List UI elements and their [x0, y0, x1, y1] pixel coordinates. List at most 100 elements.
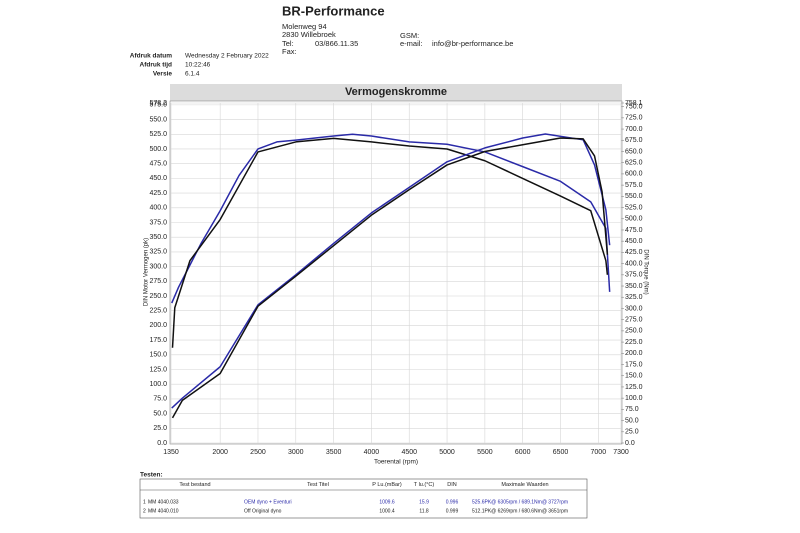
y-tick-label: 0.0	[157, 440, 167, 447]
company: BR-Performance	[282, 3, 385, 18]
table-cell: 525.6PK@ 6305rpm / 689.1Nm@ 3727rpm	[472, 499, 568, 505]
table-header: DIN	[447, 482, 457, 488]
x-axis-label: Toerental (rpm)	[374, 459, 418, 466]
x-tick-label: 2000	[212, 449, 228, 456]
y-tick-label: 175.0	[149, 337, 167, 344]
x-tick-label: 5000	[439, 449, 455, 456]
x-tick-label: 6500	[553, 449, 569, 456]
y2-tick-label: 425.0	[625, 249, 643, 256]
table-cell: 1009.6	[379, 499, 395, 505]
meta-value: Wednesday 2 February 2022	[185, 53, 269, 60]
y2-tick-label: 200.0	[625, 350, 643, 357]
email: info@br-performance.be	[432, 39, 513, 48]
table-cell: 0.999	[446, 508, 459, 514]
table-cell: 1000.4	[379, 508, 395, 514]
table-cell: MM 4040.033	[148, 499, 179, 505]
y2-tick-label: 225.0	[625, 339, 643, 346]
y2-tick-label: 550.0	[625, 193, 643, 200]
line-series	[171, 137, 609, 348]
y2-tick-label: 325.0	[625, 294, 643, 301]
meta-value: 6.1.4	[185, 71, 200, 78]
table-cell: 1	[143, 499, 146, 505]
y2-tick-label: 125.0	[625, 384, 643, 391]
y-tick-label: 50.0	[153, 410, 167, 417]
table-header: T lu.(°C)	[414, 482, 435, 488]
table-cell: MM 4040.010	[148, 508, 179, 514]
table-cell: 512.1PK@ 6269rpm / 680.6Nm@ 3651rpm	[472, 508, 568, 514]
y-tick-label: 425.0	[149, 190, 167, 197]
y2-tick-label: 675.0	[625, 137, 643, 144]
y2-tick-label: 350.0	[625, 283, 643, 290]
y-tick-label: 250.0	[149, 293, 167, 300]
y-tick-label: 75.0	[153, 396, 167, 403]
y-tick-label: 400.0	[149, 205, 167, 212]
y2-tick-label: 25.0	[625, 429, 639, 436]
table-cell: Off Original dyno	[244, 508, 282, 514]
table-header: P Lu.(mBar)	[372, 482, 402, 488]
x-tick-label: 7300	[613, 449, 629, 456]
y2-tick-label: 250.0	[625, 328, 643, 335]
y-tick-label: 575.0	[149, 102, 167, 109]
tel: 03/866.11.35	[315, 39, 358, 48]
y2-tick-label: 275.0	[625, 317, 643, 324]
y2-tick-label: 575.0	[625, 182, 643, 189]
y2-axis-label: DIN Torque (Nm)	[642, 249, 648, 294]
table-cell: 0.996	[446, 499, 459, 505]
plot-area	[169, 100, 623, 445]
y-tick-label: 475.0	[149, 161, 167, 168]
y2-tick-label: 758.1	[625, 100, 643, 107]
y2-tick-label: 750.0	[625, 103, 643, 110]
tel-label: Tel:	[282, 39, 294, 48]
y-tick-label: 300.0	[149, 263, 167, 270]
y2-tick-label: 75.0	[625, 406, 639, 413]
y2-tick-label: 650.0	[625, 148, 643, 155]
street: Molenweg 94	[282, 22, 327, 31]
title-bar	[170, 84, 622, 101]
table-cell: 2	[143, 508, 146, 514]
gsm-label: GSM:	[400, 31, 419, 40]
y2-tick-label: 475.0	[625, 227, 643, 234]
y2-tick-label: 625.0	[625, 160, 643, 167]
y-tick-label: 450.0	[149, 175, 167, 182]
y-tick-label: 350.0	[149, 234, 167, 241]
x-tick-label: 7000	[591, 449, 607, 456]
table-cell: OEM dyno + Eventuri	[244, 499, 292, 505]
y2-tick-label: 175.0	[625, 361, 643, 368]
y-tick-label: 550.0	[149, 116, 167, 123]
y-tick-label: 525.0	[149, 131, 167, 138]
city: 2830 Willebroek	[282, 30, 336, 39]
meta-label: Afdruk tijd	[140, 62, 173, 69]
x-tick-label: 3000	[288, 449, 304, 456]
y-tick-label: 275.0	[149, 278, 167, 285]
y-axis-label: DIN Motor Vermogen (pk)	[144, 238, 150, 306]
y-tick-label: 200.0	[149, 322, 167, 329]
y-tick-label: 125.0	[149, 366, 167, 373]
table-cell: 11.8	[419, 508, 429, 514]
y2-tick-label: 100.0	[625, 395, 643, 402]
fax-label: Fax:	[282, 47, 297, 56]
table-header: Test bestand	[179, 482, 210, 488]
x-tick-label: 2500	[250, 449, 266, 456]
y2-tick-label: 300.0	[625, 305, 643, 312]
table-header: Test Titel	[307, 482, 329, 488]
y-tick-label: 325.0	[149, 249, 167, 256]
y2-tick-label: 400.0	[625, 260, 643, 267]
line-series	[171, 137, 609, 419]
line-series	[171, 133, 611, 409]
x-tick-label: 3500	[326, 449, 342, 456]
meta-value: 10:22:46	[185, 62, 211, 69]
table-header: Maximale Waarden	[501, 482, 548, 488]
x-tick-label: 5500	[477, 449, 493, 456]
line-series	[171, 133, 611, 304]
y2-tick-label: 0.0	[625, 440, 635, 447]
y2-tick-label: 700.0	[625, 126, 643, 133]
y-tick-label: 150.0	[149, 352, 167, 359]
table-cell: 15.9	[419, 499, 429, 505]
table-caption: Testen:	[140, 472, 163, 479]
y2-tick-label: 500.0	[625, 216, 643, 223]
meta-label: Versie	[153, 71, 173, 78]
y2-tick-label: 50.0	[625, 417, 639, 424]
x-tick-label: 4500	[401, 449, 417, 456]
y-tick-label: 375.0	[149, 219, 167, 226]
